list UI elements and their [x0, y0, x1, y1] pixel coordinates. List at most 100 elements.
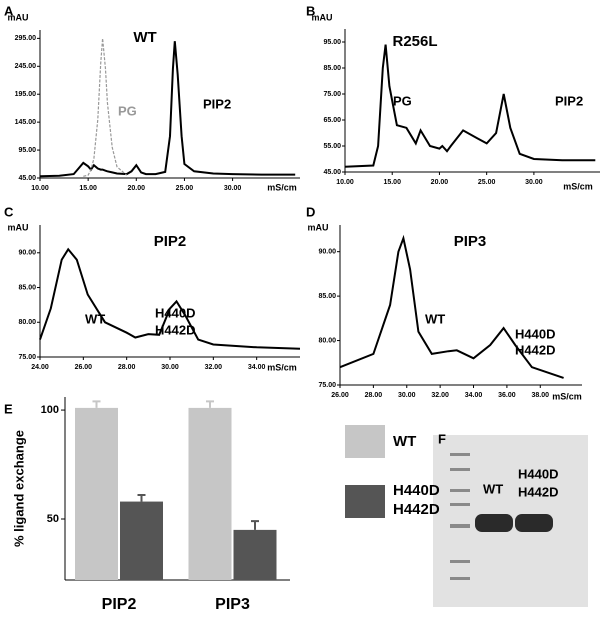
x-tick-label: 30.00: [224, 185, 242, 192]
x-tick-label: 32.00: [205, 364, 223, 371]
y-tick-label: 85.00: [318, 293, 336, 300]
x-tick-label: 28.00: [118, 364, 136, 371]
chart-title: WT: [133, 29, 156, 46]
panel-letter: B: [306, 3, 315, 18]
legend-label: H440D H442D: [393, 482, 440, 518]
error-bar: [206, 400, 214, 408]
y-tick-label: 100: [41, 404, 59, 416]
y-tick-label: 75.00: [323, 91, 341, 98]
y-axis-label: mAU: [307, 222, 328, 232]
y-tick-label: 90.00: [318, 249, 336, 256]
x-tick-label: PIP2: [102, 596, 137, 613]
x-tick-label: 34.00: [465, 392, 483, 399]
x-axis-label: mS/cm: [267, 182, 297, 192]
x-tick-label: 24.00: [31, 364, 49, 371]
y-axis-label: mAU: [7, 222, 28, 232]
panel-letter: D: [306, 204, 315, 219]
chart-title: PIP2: [154, 233, 187, 250]
bar: [188, 407, 232, 580]
series-line: [39, 247, 301, 350]
x-tick-label: 26.00: [75, 364, 93, 371]
gel-band: [515, 514, 553, 532]
x-tick-label: 38.00: [532, 392, 550, 399]
x-tick-label: 15.00: [383, 179, 401, 186]
y-axis-label: % ligand exchange: [11, 430, 26, 547]
y-tick-label: 85.00: [323, 65, 341, 72]
y-tick-label: 195.00: [15, 91, 37, 98]
x-tick-label: 34.00: [248, 364, 266, 371]
series-line: [344, 44, 596, 168]
y-tick-label: 145.00: [15, 119, 37, 126]
lane-label: H442D: [518, 484, 558, 499]
chart-title: PIP3: [454, 233, 487, 250]
annotation: H442D: [515, 342, 555, 357]
y-tick-label: 50: [47, 513, 59, 525]
y-tick-label: 45.00: [18, 175, 36, 182]
x-tick-label: 26.00: [331, 392, 349, 399]
x-tick-label: PIP3: [215, 596, 250, 613]
panel-letter: F: [438, 431, 446, 446]
lane-label: WT: [483, 481, 503, 496]
x-axis-label: mS/cm: [563, 181, 593, 191]
y-tick-label: 80.00: [318, 337, 336, 344]
lane-label: H440D: [518, 466, 558, 481]
bar: [233, 529, 277, 580]
x-tick-label: 28.00: [365, 392, 383, 399]
x-tick-label: 30.00: [525, 179, 543, 186]
y-tick-label: 85.00: [18, 284, 36, 291]
panel-letter: C: [4, 204, 14, 219]
x-tick-label: 20.00: [128, 185, 146, 192]
gel-band: [475, 514, 513, 532]
x-axis-label: mS/cm: [267, 362, 297, 372]
y-tick-label: 45.00: [323, 169, 341, 176]
annotation: PG: [393, 93, 412, 108]
series-line: [339, 234, 564, 379]
y-tick-label: 55.00: [323, 143, 341, 150]
x-tick-label: 10.00: [31, 185, 49, 192]
marker-lane: [450, 453, 470, 580]
legend-swatch: [345, 425, 385, 458]
y-tick-label: 75.00: [18, 354, 36, 361]
y-tick-label: 295.00: [15, 35, 37, 42]
x-tick-label: 30.00: [161, 364, 179, 371]
series-line: [39, 41, 296, 178]
panel-letter: A: [4, 3, 14, 18]
x-tick-label: 25.00: [478, 179, 496, 186]
x-tick-label: 15.00: [79, 185, 97, 192]
annotation: PIP2: [203, 96, 231, 111]
x-tick-label: 36.00: [498, 392, 516, 399]
y-axis-label: mAU: [311, 12, 332, 22]
y-axis-label: mAU: [7, 12, 28, 22]
y-tick-label: 95.00: [18, 147, 36, 154]
bar: [120, 501, 163, 580]
legend-swatch: [345, 485, 385, 518]
error-bar: [92, 400, 101, 408]
y-tick-label: 90.00: [18, 250, 36, 257]
y-tick-label: 245.00: [15, 63, 37, 70]
series-line: [83, 38, 128, 177]
chart-title: R256L: [392, 33, 437, 50]
annotation: WT: [425, 311, 445, 326]
annotation: H440D: [515, 326, 555, 341]
x-tick-label: 30.00: [398, 392, 416, 399]
x-tick-label: 32.00: [431, 392, 449, 399]
y-tick-label: 80.00: [18, 319, 36, 326]
x-tick-label: 10.00: [336, 179, 354, 186]
legend-label: WT: [393, 433, 417, 450]
annotation: H442D: [155, 322, 195, 337]
x-axis-label: mS/cm: [552, 391, 582, 401]
annotation: H440D: [155, 305, 195, 320]
error-bar: [137, 494, 146, 502]
x-tick-label: 20.00: [431, 179, 449, 186]
y-tick-label: 75.00: [318, 382, 336, 389]
y-tick-label: 95.00: [323, 39, 341, 46]
annotation: PIP2: [555, 93, 583, 108]
bar: [75, 407, 118, 580]
panel-letter: E: [4, 401, 13, 416]
x-tick-label: 25.00: [176, 185, 194, 192]
y-tick-label: 65.00: [323, 117, 341, 124]
error-bar: [251, 520, 259, 530]
annotation: PG: [118, 103, 137, 118]
